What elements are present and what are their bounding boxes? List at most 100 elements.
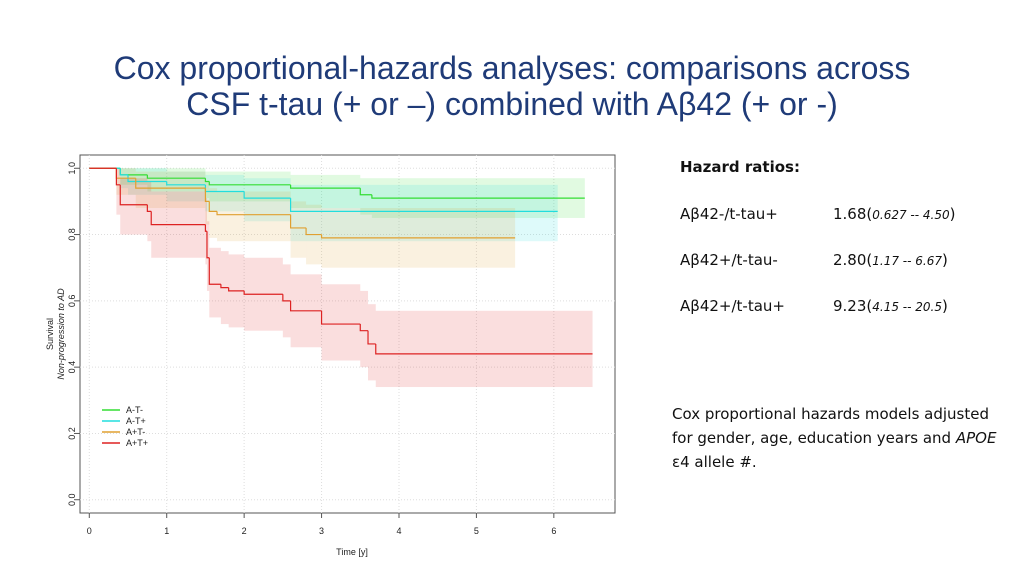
- survival-step: [208, 181, 291, 186]
- survival-step: [367, 330, 376, 345]
- ci-band: [360, 178, 372, 215]
- survival-step: [146, 174, 206, 179]
- survival-step: [206, 231, 210, 259]
- hazard-value: 2.80(1.17 -- 6.67): [833, 251, 948, 269]
- ci-band: [206, 221, 210, 291]
- survival-step: [359, 324, 369, 332]
- x-tick-label: 6: [551, 526, 556, 536]
- hazard-ci: 0.627 -- 4.50: [872, 208, 950, 222]
- survival-step: [320, 310, 361, 325]
- survival-step: [119, 184, 148, 206]
- legend-label: A+T-: [126, 427, 145, 437]
- ci-band: [360, 290, 369, 368]
- legend-label: A+T+: [126, 438, 148, 448]
- ci-band: [321, 284, 361, 361]
- hazard-value: 1.68(0.627 -- 4.50): [833, 205, 956, 223]
- hazard-label: Aβ42+/t-tau+: [680, 297, 785, 315]
- survival-step: [204, 178, 210, 183]
- hazard-label: Aβ42-/t-tau+: [680, 205, 778, 223]
- ci-band: [147, 168, 206, 192]
- x-tick-label: 5: [474, 526, 479, 536]
- ci-band: [217, 191, 291, 242]
- survival-step: [289, 300, 322, 312]
- hazard-paren: ): [942, 251, 948, 269]
- ci-band: [209, 247, 221, 318]
- y-axis-label: Survival: [45, 318, 55, 350]
- ci-band: [209, 188, 218, 238]
- hazard-paren: ): [949, 205, 956, 223]
- ci-band: [205, 181, 210, 225]
- legend-label: A-T+: [126, 416, 146, 426]
- y-tick-label: 0.6: [67, 295, 77, 308]
- x-tick-label: 0: [87, 526, 92, 536]
- survival-step: [204, 188, 210, 203]
- hazard-ci: 4.15 -- 20.5: [872, 300, 942, 314]
- hazard-ratio: 1.68(: [833, 205, 873, 223]
- ci-band: [375, 310, 593, 388]
- survival-step: [371, 194, 585, 199]
- survival-step: [228, 287, 245, 292]
- hazard-ratio: 2.80(: [833, 251, 873, 269]
- survival-step: [146, 204, 152, 212]
- y-tick-label: 0.8: [67, 228, 77, 241]
- x-tick-label: 4: [396, 526, 401, 536]
- y-tick-label: 0.4: [67, 361, 77, 374]
- note-text: ε4 allele #.: [672, 453, 757, 471]
- survival-step: [375, 343, 593, 355]
- ci-band: [116, 168, 121, 215]
- plot-frame: [79, 154, 616, 514]
- hazard-ci: 1.17 -- 6.67: [872, 254, 942, 268]
- survival-step: [305, 227, 322, 236]
- survival-step: [127, 174, 167, 183]
- y-tick-label: 0.2: [67, 427, 77, 440]
- legend-label: A-T-: [126, 405, 143, 415]
- y-tick-label: 1.0: [67, 162, 77, 175]
- ci-band: [368, 304, 376, 381]
- ci-band: [290, 201, 307, 258]
- ci-band: [205, 174, 245, 212]
- note-text: for gender, age, education years and: [672, 429, 956, 447]
- y-axis-label: Non-progression to AD: [56, 288, 66, 380]
- survival-step: [243, 290, 283, 295]
- ci-band: [166, 171, 206, 202]
- ci-band: [205, 171, 210, 199]
- hazard-ratio: 9.23(: [833, 297, 873, 315]
- note-text: Cox proportional hazards models adjusted: [672, 405, 989, 423]
- ci-band: [290, 184, 558, 242]
- hazard-value: 9.23(4.15 -- 20.5): [833, 297, 948, 315]
- hazard-heading: Hazard ratios:: [680, 158, 800, 176]
- slide-title: Cox proportional-hazards analyses: compa…: [113, 50, 911, 86]
- survival-step: [150, 211, 206, 226]
- hazard-paren: ): [942, 297, 948, 315]
- hazard-label: Aβ42+/t-tau-: [680, 251, 778, 269]
- y-tick-label: 0.0: [67, 493, 77, 506]
- survival-step: [243, 191, 291, 199]
- x-tick-label: 2: [242, 526, 247, 536]
- ci-band: [290, 174, 361, 209]
- survival-step: [208, 257, 221, 285]
- survival-step: [220, 284, 229, 289]
- note: Cox proportional hazards models adjusted…: [672, 402, 1017, 474]
- survival-step: [359, 188, 372, 196]
- survival-step: [216, 211, 291, 216]
- survival-step: [166, 181, 206, 186]
- survival-step: [208, 201, 218, 212]
- ci-band: [120, 168, 148, 185]
- survival-step: [289, 214, 307, 229]
- ci-band: [120, 178, 148, 235]
- survival-step: [119, 168, 129, 176]
- survival-step: [282, 294, 291, 302]
- survival-step: [289, 184, 361, 189]
- slide-title: CSF t-tau (+ or –) combined with Aβ42 (+…: [186, 86, 838, 122]
- survival-step: [289, 198, 558, 212]
- x-tick-label: 3: [319, 526, 324, 536]
- survival-step: [115, 168, 121, 186]
- survival-step: [320, 234, 516, 239]
- ci-band: [209, 171, 291, 202]
- x-tick-label: 1: [164, 526, 169, 536]
- note-text: APOE: [955, 429, 997, 447]
- survival-step: [135, 178, 206, 189]
- x-axis-label: Time [y]: [336, 547, 368, 557]
